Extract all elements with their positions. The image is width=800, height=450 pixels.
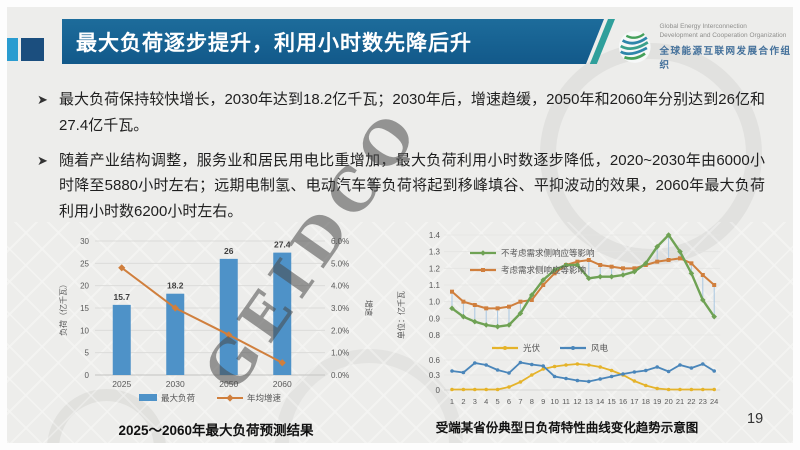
svg-text:18: 18 <box>642 397 650 406</box>
svg-text:13: 13 <box>585 397 593 406</box>
svg-text:0: 0 <box>436 386 441 395</box>
svg-text:3: 3 <box>473 397 477 406</box>
daily-load-curve-chart: 0.80.91.01.11.21.31.400.30.61 2 3 4 5 6 7 8 9 10 1… <box>396 231 721 406</box>
svg-text:26: 26 <box>224 246 234 256</box>
svg-text:2025: 2025 <box>112 379 131 389</box>
svg-text:2030: 2030 <box>166 379 185 389</box>
svg-text:2.0%: 2.0% <box>331 326 349 335</box>
svg-text:0.3: 0.3 <box>429 371 441 380</box>
svg-text:20: 20 <box>664 397 672 406</box>
svg-text:1.3: 1.3 <box>429 248 441 257</box>
svg-text:考虑需求侧响应等影响: 考虑需求侧响应等影响 <box>501 265 586 275</box>
bullet-text: 最大负荷保持较快增长，2030年达到18.2亿千瓦；2030年后，增速趋缓，20… <box>59 91 765 134</box>
svg-text:15: 15 <box>607 397 615 406</box>
svg-text:20: 20 <box>80 282 89 291</box>
svg-text:23: 23 <box>699 397 707 406</box>
svg-text:15: 15 <box>80 304 89 313</box>
svg-text:2: 2 <box>461 397 465 406</box>
svg-text:5: 5 <box>496 397 500 406</box>
svg-text:17: 17 <box>630 397 638 406</box>
slide: 最大负荷逐步提升，利用小时数先降后升 Global Energy Interco… <box>7 7 793 443</box>
svg-text:11: 11 <box>562 397 570 406</box>
svg-text:7: 7 <box>518 397 522 406</box>
logo-english-line1: Global Energy Interconnection <box>659 23 747 30</box>
svg-text:风电: 风电 <box>591 343 609 353</box>
header-accent-square-light <box>7 38 18 61</box>
svg-text:10: 10 <box>550 397 558 406</box>
svg-text:22: 22 <box>687 397 695 406</box>
logo-english-line2: Development and Cooperation Organization <box>659 31 787 39</box>
svg-text:0.6: 0.6 <box>429 356 441 365</box>
svg-text:2060: 2060 <box>273 379 292 389</box>
svg-text:最大负荷: 最大负荷 <box>161 393 196 403</box>
svg-text:2050: 2050 <box>219 379 238 389</box>
svg-text:0.8: 0.8 <box>429 331 441 340</box>
bullet-arrow-icon: ➤ <box>37 92 48 107</box>
svg-text:5.0%: 5.0% <box>331 259 349 268</box>
svg-text:0.0%: 0.0% <box>331 371 349 380</box>
logo-text: Global Energy Interconnection Developmen… <box>659 23 793 71</box>
svg-text:0.9: 0.9 <box>429 314 441 323</box>
svg-text:1: 1 <box>450 397 454 406</box>
svg-text:6.0%: 6.0% <box>331 237 349 246</box>
svg-text:27.4: 27.4 <box>274 240 291 250</box>
svg-text:0: 0 <box>85 371 90 380</box>
max-load-forecast-chart: 0510152025300.0%1.0%2.0%3.0%4.0%5.0%6.0%… <box>58 237 374 403</box>
svg-text:5: 5 <box>85 349 90 358</box>
svg-text:18.2: 18.2 <box>167 281 184 291</box>
svg-text:10: 10 <box>80 326 89 335</box>
svg-text:1.4: 1.4 <box>429 231 441 240</box>
slide-title: 最大负荷逐步提升，利用小时数先降后升 <box>76 31 472 55</box>
svg-text:4: 4 <box>484 397 488 406</box>
organization-logo: Global Energy Interconnection Developmen… <box>617 23 793 71</box>
svg-text:14: 14 <box>596 397 604 406</box>
bullet-arrow-icon: ➤ <box>37 152 48 168</box>
right-chart-caption: 受端某省份典型日负荷特性曲线变化趋势示意图 <box>435 421 699 435</box>
header-accent-square-dark <box>21 38 44 61</box>
svg-text:24: 24 <box>710 397 718 406</box>
svg-text:1.1: 1.1 <box>429 281 441 290</box>
svg-text:12: 12 <box>573 397 581 406</box>
svg-text:4.0%: 4.0% <box>331 282 349 291</box>
svg-text:不考虑需求侧响应等影响: 不考虑需求侧响应等影响 <box>501 248 595 258</box>
svg-text:3.0%: 3.0% <box>331 304 349 313</box>
svg-text:30: 30 <box>80 237 89 246</box>
svg-text:8: 8 <box>530 397 534 406</box>
page-number: 19 <box>747 411 764 427</box>
logo-chinese-name: 全球能源互联网发展合作组织 <box>659 45 792 71</box>
svg-text:单位：亿千瓦: 单位：亿千瓦 <box>396 291 406 339</box>
svg-text:16: 16 <box>619 397 627 406</box>
svg-text:光伏: 光伏 <box>523 343 541 353</box>
svg-text:21: 21 <box>676 397 684 406</box>
left-chart-caption: 2025～2060年最大负荷预测结果 <box>118 423 314 438</box>
svg-text:25: 25 <box>80 259 89 268</box>
svg-text:增速: 增速 <box>364 300 374 316</box>
svg-text:1.2: 1.2 <box>429 264 441 273</box>
svg-text:年均增速: 年均增速 <box>247 393 282 403</box>
svg-text:1.0: 1.0 <box>429 298 441 307</box>
bullet-list: ➤ 最大负荷保持较快增长，2030年达到18.2亿千瓦；2030年后，增速趋缓，… <box>37 87 765 234</box>
svg-text:19: 19 <box>653 397 661 406</box>
bullet-text: 随着产业结构调整，服务业和居民用电比重增加，最大负荷利用小时数逐步降低，2020… <box>59 151 765 221</box>
title-bar: 最大负荷逐步提升，利用小时数先降后升 <box>62 19 604 64</box>
svg-text:15.7: 15.7 <box>113 292 130 302</box>
svg-text:6: 6 <box>507 397 511 406</box>
svg-text:1.0%: 1.0% <box>331 349 349 358</box>
svg-text:负荷（亿千瓦）: 负荷（亿千瓦） <box>58 280 68 336</box>
bullet-item: ➤ 最大负荷保持较快增长，2030年达到18.2亿千瓦；2030年后，增速趋缓，… <box>37 87 765 139</box>
bullet-item: ➤ 随着产业结构调整，服务业和居民用电比重增加，最大负荷利用小时数逐步降低，20… <box>37 148 765 225</box>
svg-text:9: 9 <box>541 397 545 406</box>
globe-icon <box>618 30 651 63</box>
